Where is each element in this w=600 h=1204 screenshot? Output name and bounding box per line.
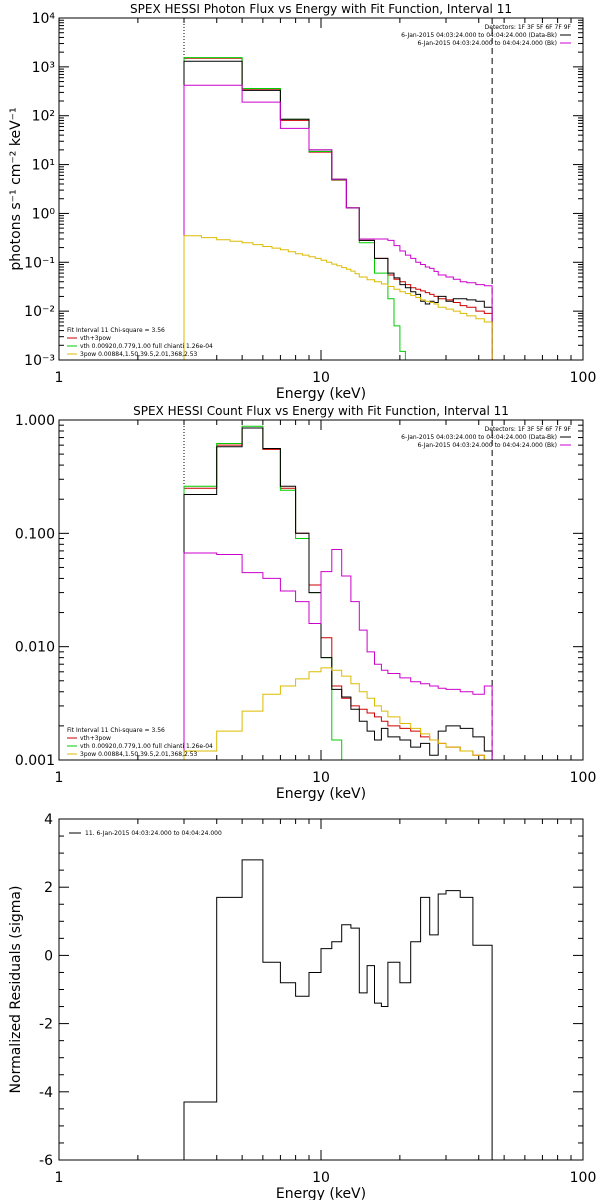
- y-tick-label: 0.001: [15, 753, 55, 769]
- y-tick-label: 0: [44, 948, 53, 964]
- y-tick-label: -6: [39, 1153, 53, 1169]
- y-tick-label: 10³: [32, 60, 55, 76]
- y-tick-label: 4: [44, 812, 53, 828]
- residual-legend-label: 11. 6-Jan-2015 04:03:24.000 to 04:04:24.…: [85, 830, 222, 837]
- series-3pow: [183, 235, 493, 360]
- fit-legend-label: vth+3pow: [80, 735, 111, 742]
- legend-entry-label: 6-Jan-2015 04:03:24.000 to 04:04:24.000 …: [417, 442, 557, 449]
- y-tick-label: 0.010: [15, 640, 55, 656]
- y-tick-label: -4: [39, 1085, 53, 1101]
- plot-frame: [58, 818, 584, 1161]
- x-tick-label: 100: [570, 370, 597, 386]
- legend-entry-label: 6-Jan-2015 04:03:24.000 to 04:04:24.000 …: [417, 40, 557, 47]
- fit-legend-label: vth 0.00920,0.779,1.00 full chianti 1.26…: [80, 743, 213, 750]
- fit-legend-header: Fit Interval 11 Chi-square = 3.56: [67, 327, 165, 334]
- chart-3: 1 10 100 -6 -4 -2 0 2 4 Energy (keV) Normalized Re…: [8, 812, 597, 1202]
- y-axis-label: Normalized Residuals (sigma): [8, 886, 24, 1094]
- plot-frame: [58, 419, 584, 761]
- series-residuals: [183, 859, 493, 1160]
- x-tick-label: 1: [55, 370, 64, 386]
- plot-frame: [58, 17, 584, 361]
- y-axis-label: photons s⁻¹ cm⁻² keV⁻¹: [8, 107, 24, 270]
- fit-legend-label: vth+3pow: [80, 335, 111, 342]
- y-tick-label: 10²: [32, 109, 55, 125]
- series-3pow: [183, 667, 493, 761]
- y-tick-label: 1.000: [15, 413, 55, 429]
- x-axis-label: Energy (keV): [276, 786, 366, 802]
- y-tick-label: 10⁻³: [24, 353, 55, 369]
- chart-2: SPEX HESSI Count Flux vs Energy with Fit…: [15, 404, 596, 802]
- x-tick-label: 10: [312, 770, 330, 786]
- y-tick-label: 2: [44, 880, 53, 896]
- x-tick-label: 1: [55, 1170, 64, 1186]
- y-tick-label: 10¹: [32, 158, 55, 174]
- y-tick-label: 10⁰: [32, 206, 56, 222]
- series-bk: [183, 549, 493, 760]
- x-tick-label: 100: [570, 770, 597, 786]
- x-axis-label: Energy (keV): [276, 1186, 366, 1200]
- fit-legend-label: 3pow 0.00884,1.50,39.5,2.01,368,2.53: [80, 751, 198, 758]
- fit-legend-label: 3pow 0.00884,1.50,39.5,2.01,368,2.53: [80, 351, 198, 358]
- y-tick-label: -2: [39, 1017, 53, 1033]
- y-tick-label: 10⁻¹: [24, 255, 55, 271]
- legend-entry-label: 6-Jan-2015 04:03:24.000 to 04:04:24.000 …: [401, 434, 557, 441]
- series-data-bk: [183, 427, 493, 760]
- x-tick-label: 1: [55, 770, 64, 786]
- x-tick-label: 10: [312, 1170, 330, 1186]
- x-tick-label: 10: [312, 370, 330, 386]
- legend-entry-label: 6-Jan-2015 04:03:24.000 to 04:04:24.000 …: [401, 32, 557, 39]
- x-tick-label: 100: [570, 1170, 597, 1186]
- chart-1: SPEX HESSI Photon Flux vs Energy with Fi…: [8, 2, 596, 402]
- chart-title: SPEX HESSI Count Flux vs Energy with Fit…: [133, 404, 509, 418]
- fit-legend-label: vth 0.00920,0.779,1.00 full chianti 1.26…: [80, 343, 213, 350]
- y-tick-label: 0.100: [15, 526, 55, 542]
- legend-header: Detectors: 1F 3F 5F 6F 7F 9F: [485, 24, 572, 31]
- x-axis-label: Energy (keV): [276, 386, 366, 402]
- fit-legend-header: Fit Interval 11 Chi-square = 3.56: [67, 727, 165, 734]
- series-data-bk: [183, 60, 493, 360]
- legend-header: Detectors: 1F 3F 5F 6F 7F 9F: [485, 426, 572, 433]
- y-tick-label: 10⁻²: [24, 304, 55, 320]
- series-bk: [183, 84, 493, 360]
- y-tick-label: 10⁴: [32, 11, 56, 27]
- chart-title: SPEX HESSI Photon Flux vs Energy with Fi…: [130, 2, 512, 16]
